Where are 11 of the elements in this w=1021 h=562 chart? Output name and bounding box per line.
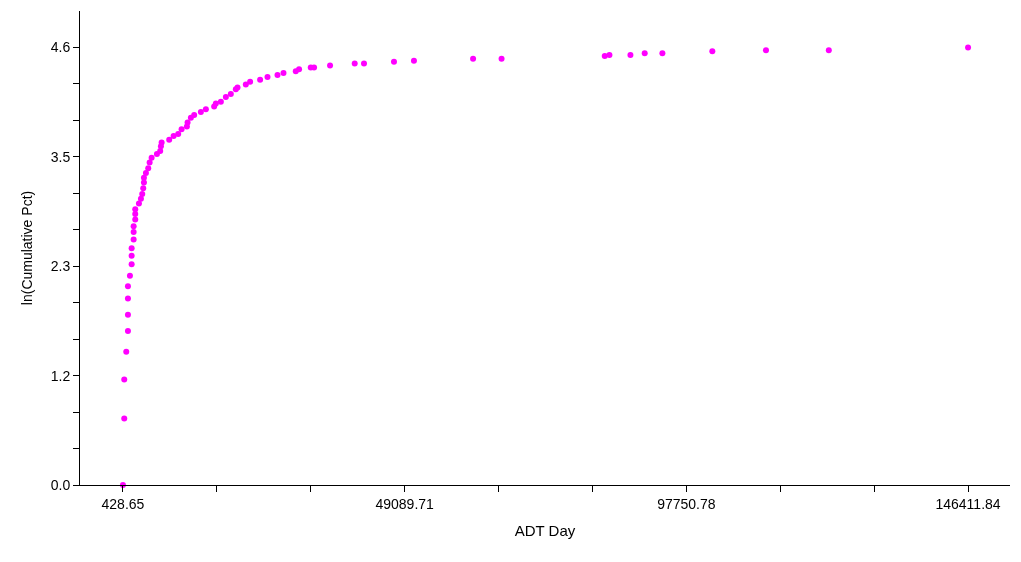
y-tick-label: 4.6 — [50, 39, 71, 56]
y-axis-title: ln(Cumulative Pct) — [19, 190, 36, 306]
y-tick-label: 2.3 — [50, 258, 71, 275]
y-tick-label: 1.2 — [50, 367, 71, 384]
x-tick-label: 146411.84 — [935, 495, 1001, 512]
x-tick-label: 428.65 — [101, 495, 145, 512]
y-tick-label: 3.5 — [50, 148, 71, 165]
x-tick-label: 97750.78 — [657, 495, 716, 512]
x-tick-label: 49089.71 — [375, 495, 435, 512]
x-axis-title: ADT Day — [514, 521, 576, 539]
y-tick-label: 0.0 — [50, 476, 71, 493]
